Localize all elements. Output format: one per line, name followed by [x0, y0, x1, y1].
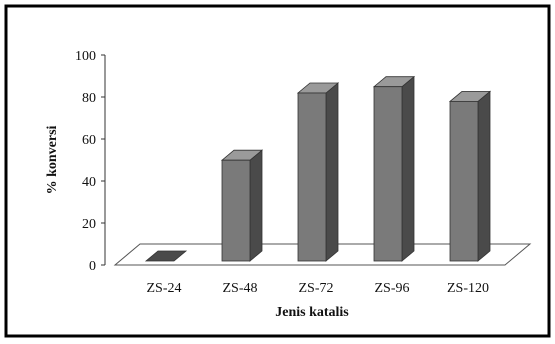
- y-tick-group: 0 20 40 60 80 100: [75, 49, 105, 274]
- bar-zs-96: [372, 75, 416, 262]
- x-tick-label-group: ZS-24 ZS-48 ZS-72 ZS-96 ZS-120: [147, 281, 490, 296]
- y-tick-label: 80: [82, 91, 96, 106]
- x-tick-label: ZS-48: [223, 281, 258, 296]
- x-tick-label: ZS-120: [447, 281, 489, 296]
- x-tick-label: ZS-96: [375, 281, 410, 296]
- bar-front-face: [449, 101, 479, 262]
- bar-side-face: [249, 149, 263, 262]
- x-tick-label: ZS-72: [299, 281, 334, 296]
- y-tick-label: 60: [82, 133, 96, 148]
- bar-side-face: [401, 75, 415, 262]
- bar-zs-24: [144, 250, 188, 262]
- y-tick-label: 40: [82, 175, 96, 190]
- bar-front-face: [373, 86, 403, 262]
- bar-zs-72: [296, 82, 340, 262]
- bar-side-face: [325, 82, 339, 262]
- bar-front-face: [221, 159, 251, 262]
- bar-side-face: [477, 90, 491, 262]
- bar-zs-48: [220, 149, 264, 262]
- x-tick-label: ZS-24: [147, 281, 182, 296]
- x-axis-title: Jenis katalis: [275, 305, 349, 320]
- bar-zs-120: [448, 90, 492, 262]
- bar-group: [144, 75, 492, 262]
- bar-front-face: [297, 92, 327, 262]
- y-axis-title: % konversi: [45, 125, 60, 194]
- y-tick-label: 0: [89, 259, 96, 274]
- bar-top-face: [144, 250, 188, 262]
- y-tick-label: 20: [82, 217, 96, 232]
- y-tick-label: 100: [75, 49, 96, 64]
